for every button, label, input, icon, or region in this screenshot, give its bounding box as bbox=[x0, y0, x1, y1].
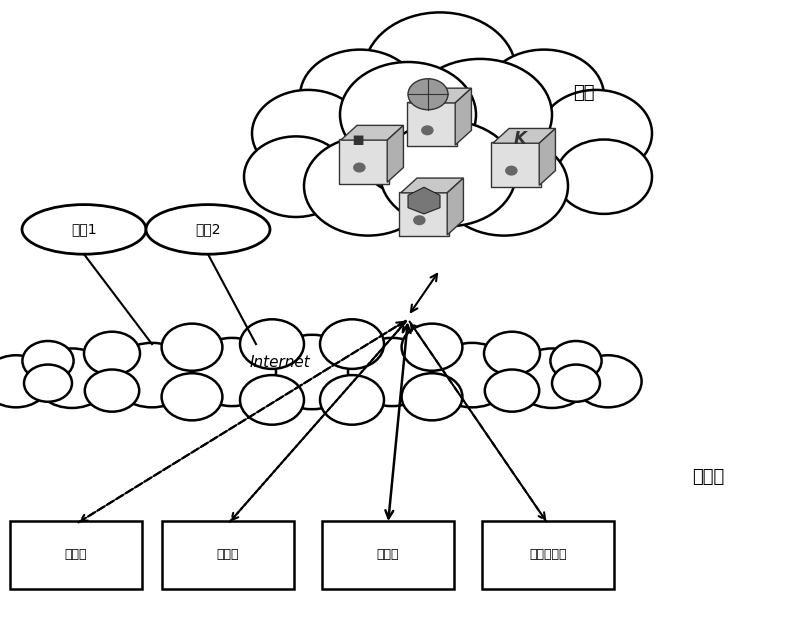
Circle shape bbox=[380, 121, 516, 226]
Circle shape bbox=[24, 365, 72, 402]
Circle shape bbox=[430, 343, 514, 407]
Circle shape bbox=[506, 166, 517, 175]
Circle shape bbox=[34, 348, 110, 408]
FancyBboxPatch shape bbox=[482, 521, 614, 589]
Circle shape bbox=[240, 375, 304, 425]
Circle shape bbox=[408, 59, 552, 170]
Polygon shape bbox=[539, 128, 555, 185]
Circle shape bbox=[556, 140, 652, 214]
Circle shape bbox=[252, 90, 364, 177]
FancyBboxPatch shape bbox=[407, 102, 457, 146]
Circle shape bbox=[485, 370, 539, 412]
FancyBboxPatch shape bbox=[322, 521, 454, 589]
Circle shape bbox=[340, 62, 476, 167]
Polygon shape bbox=[401, 178, 463, 193]
Circle shape bbox=[264, 335, 360, 409]
FancyBboxPatch shape bbox=[162, 521, 294, 589]
FancyBboxPatch shape bbox=[491, 142, 541, 187]
Circle shape bbox=[84, 332, 140, 375]
Circle shape bbox=[110, 343, 194, 407]
Circle shape bbox=[348, 338, 436, 406]
Polygon shape bbox=[387, 125, 403, 182]
Text: 云端: 云端 bbox=[574, 84, 594, 102]
Text: 上网本: 上网本 bbox=[377, 549, 399, 561]
Text: 客户端: 客户端 bbox=[692, 468, 724, 487]
Circle shape bbox=[188, 338, 276, 406]
Circle shape bbox=[550, 341, 602, 381]
Circle shape bbox=[352, 78, 512, 202]
Circle shape bbox=[320, 319, 384, 369]
Circle shape bbox=[440, 136, 568, 236]
Circle shape bbox=[85, 370, 139, 412]
Circle shape bbox=[0, 355, 50, 407]
Text: 台式机: 台式机 bbox=[217, 549, 239, 561]
Text: Internet: Internet bbox=[250, 355, 310, 370]
Circle shape bbox=[300, 50, 420, 143]
Text: ▪: ▪ bbox=[351, 130, 364, 149]
Polygon shape bbox=[409, 88, 471, 103]
Text: 笔记本: 笔记本 bbox=[65, 549, 87, 561]
Circle shape bbox=[354, 163, 365, 172]
Circle shape bbox=[484, 50, 604, 143]
Circle shape bbox=[540, 90, 652, 177]
Circle shape bbox=[402, 373, 462, 420]
Circle shape bbox=[320, 375, 384, 425]
Circle shape bbox=[364, 12, 516, 130]
Circle shape bbox=[414, 216, 425, 224]
Polygon shape bbox=[455, 88, 471, 145]
Circle shape bbox=[162, 324, 222, 371]
Ellipse shape bbox=[22, 205, 146, 254]
Polygon shape bbox=[408, 187, 440, 214]
FancyBboxPatch shape bbox=[399, 192, 449, 236]
FancyBboxPatch shape bbox=[10, 521, 142, 589]
Text: 手机客户端: 手机客户端 bbox=[530, 549, 566, 561]
Text: 站瀧2: 站瀧2 bbox=[195, 223, 221, 236]
Text: 站瀧1: 站瀧1 bbox=[71, 223, 97, 236]
Circle shape bbox=[408, 79, 448, 110]
Circle shape bbox=[22, 341, 74, 381]
Circle shape bbox=[484, 332, 540, 375]
Polygon shape bbox=[447, 178, 463, 235]
Polygon shape bbox=[341, 125, 403, 140]
Circle shape bbox=[304, 136, 432, 236]
Polygon shape bbox=[493, 128, 555, 143]
Text: K: K bbox=[514, 130, 526, 149]
Circle shape bbox=[240, 319, 304, 369]
Ellipse shape bbox=[146, 205, 270, 254]
FancyBboxPatch shape bbox=[339, 139, 389, 184]
Circle shape bbox=[552, 365, 600, 402]
Circle shape bbox=[574, 355, 642, 407]
Circle shape bbox=[162, 373, 222, 420]
Circle shape bbox=[402, 324, 462, 371]
Circle shape bbox=[422, 126, 433, 135]
Circle shape bbox=[514, 348, 590, 408]
Circle shape bbox=[244, 136, 348, 217]
